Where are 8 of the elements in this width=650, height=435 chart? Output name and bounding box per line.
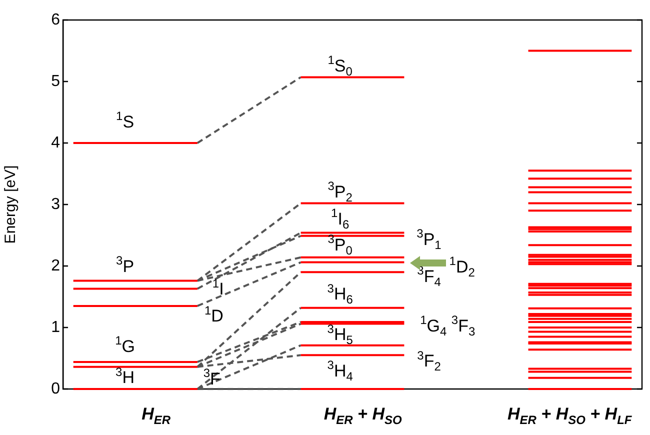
y-tick-label: 5 (51, 72, 60, 90)
y-tick-label: 6 (51, 11, 60, 28)
y-tick-label: 3 (51, 196, 60, 213)
y-tick-label: 0 (51, 380, 60, 398)
y-tick-label: 2 (51, 257, 60, 274)
y-axis-title: Energy [eV] (2, 165, 20, 244)
y-tick-label: 1 (51, 318, 60, 336)
y-tick-label: 4 (51, 134, 60, 152)
